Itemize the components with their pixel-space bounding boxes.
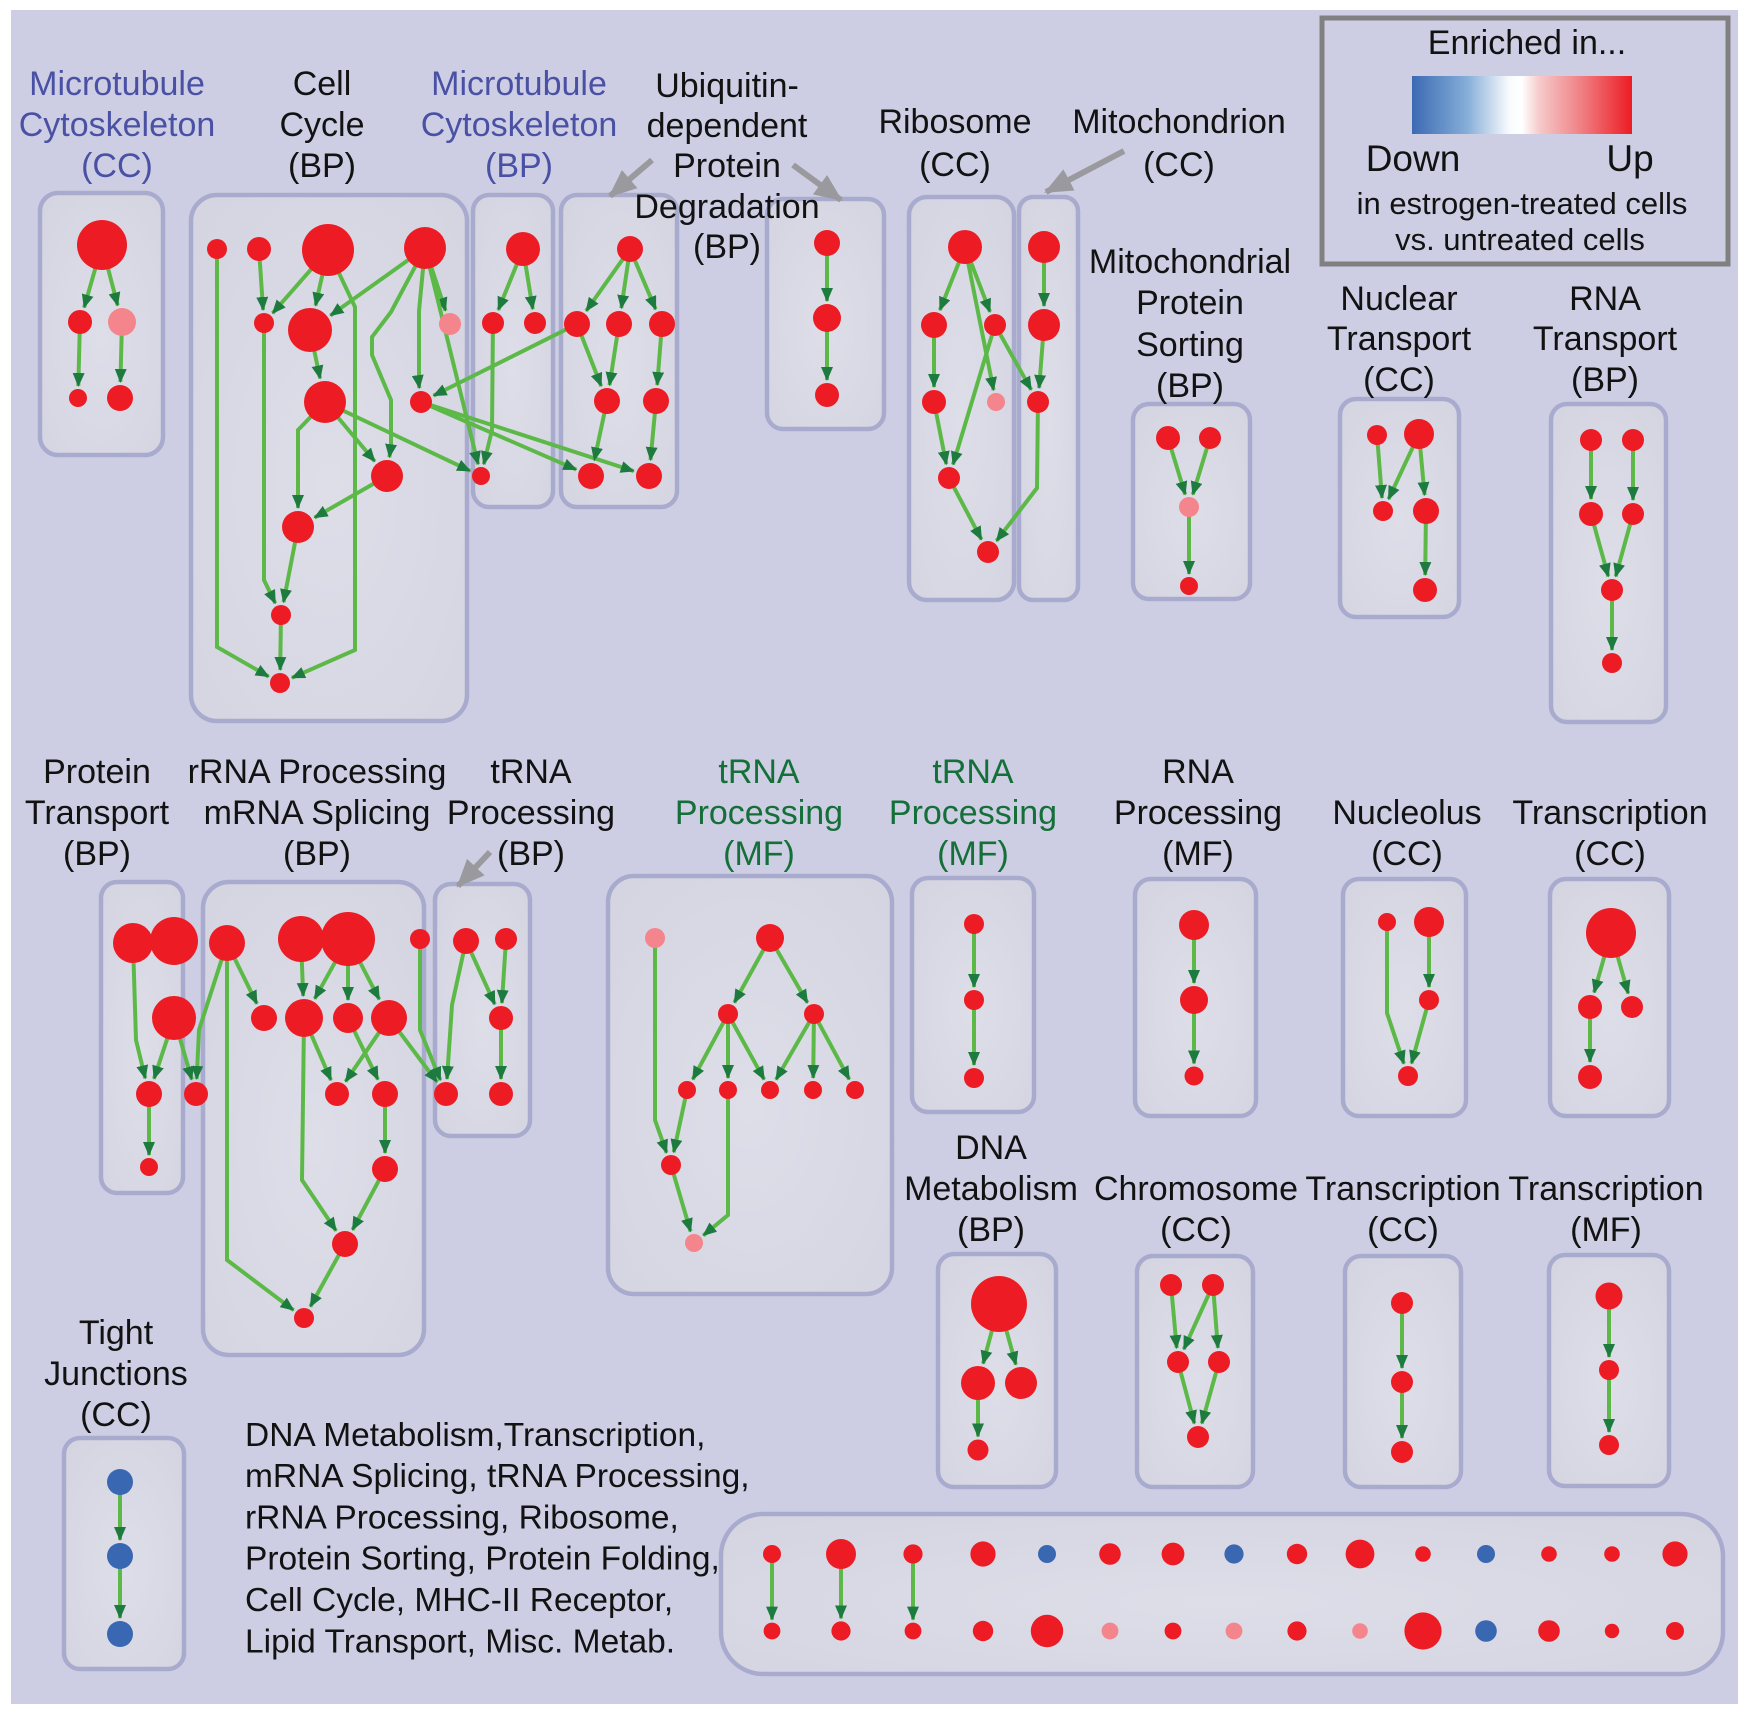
- svg-text:Ribosome: Ribosome: [878, 103, 1031, 141]
- svg-text:Mitochondrion: Mitochondrion: [1072, 103, 1286, 141]
- svg-text:(BP): (BP): [288, 147, 356, 185]
- svg-text:Transport: Transport: [1327, 320, 1472, 358]
- svg-text:Protein: Protein: [43, 753, 151, 791]
- svg-text:Transport: Transport: [1533, 320, 1678, 358]
- svg-text:Enriched in...: Enriched in...: [1428, 24, 1626, 62]
- svg-text:DNA: DNA: [955, 1129, 1027, 1167]
- svg-text:(CC): (CC): [1371, 835, 1443, 873]
- svg-text:(CC): (CC): [81, 147, 153, 185]
- svg-text:(BP): (BP): [1156, 367, 1224, 405]
- svg-text:(BP): (BP): [1571, 361, 1639, 399]
- svg-text:rRNA Processing, Ribosome,: rRNA Processing, Ribosome,: [245, 1499, 679, 1536]
- svg-text:Cell: Cell: [293, 65, 352, 103]
- svg-text:tRNA: tRNA: [490, 753, 572, 791]
- svg-text:Transcription: Transcription: [1305, 1170, 1500, 1208]
- svg-text:(BP): (BP): [957, 1211, 1025, 1249]
- svg-text:Junctions: Junctions: [44, 1355, 188, 1393]
- svg-text:Ubiquitin-: Ubiquitin-: [655, 67, 799, 105]
- svg-text:tRNA: tRNA: [718, 753, 800, 791]
- svg-text:Cell Cycle, MHC-II Receptor,: Cell Cycle, MHC-II Receptor,: [245, 1582, 673, 1619]
- svg-text:mRNA Splicing: mRNA Splicing: [204, 794, 431, 832]
- svg-text:(CC): (CC): [1367, 1211, 1439, 1249]
- svg-text:Sorting: Sorting: [1136, 326, 1244, 364]
- svg-text:Processing: Processing: [447, 794, 615, 832]
- svg-text:Cytoskeleton: Cytoskeleton: [19, 106, 216, 144]
- svg-text:(CC): (CC): [1160, 1211, 1232, 1249]
- svg-text:(MF): (MF): [1570, 1211, 1642, 1249]
- svg-text:Nucleolus: Nucleolus: [1332, 794, 1481, 832]
- svg-text:Processing: Processing: [1114, 794, 1282, 832]
- svg-text:Degradation: Degradation: [634, 188, 819, 226]
- svg-text:(CC): (CC): [1574, 835, 1646, 873]
- svg-text:Processing: Processing: [675, 794, 843, 832]
- svg-text:(BP): (BP): [485, 147, 553, 185]
- svg-text:Chromosome: Chromosome: [1094, 1170, 1298, 1208]
- svg-text:(BP): (BP): [497, 835, 565, 873]
- svg-text:Protein: Protein: [1136, 284, 1244, 322]
- svg-text:Metabolism: Metabolism: [904, 1170, 1078, 1208]
- svg-text:(MF): (MF): [723, 835, 795, 873]
- svg-text:Processing: Processing: [889, 794, 1057, 832]
- svg-text:Microtubule: Microtubule: [431, 65, 607, 103]
- svg-text:(CC): (CC): [1143, 146, 1215, 184]
- svg-text:RNA: RNA: [1162, 753, 1234, 791]
- svg-text:rRNA Processing: rRNA Processing: [188, 753, 447, 791]
- svg-text:(BP): (BP): [63, 835, 131, 873]
- svg-text:(CC): (CC): [80, 1396, 152, 1434]
- svg-text:vs. untreated cells: vs. untreated cells: [1395, 222, 1645, 257]
- svg-text:DNA Metabolism,Transcription,: DNA Metabolism,Transcription,: [245, 1417, 705, 1454]
- svg-text:Down: Down: [1366, 138, 1461, 179]
- svg-text:Cycle: Cycle: [279, 106, 364, 144]
- svg-text:Mitochondrial: Mitochondrial: [1089, 243, 1291, 281]
- svg-text:Protein: Protein: [673, 147, 781, 185]
- svg-text:Transcription: Transcription: [1508, 1170, 1703, 1208]
- svg-text:in estrogen-treated cells: in estrogen-treated cells: [1357, 186, 1688, 221]
- svg-text:Cytoskeleton: Cytoskeleton: [421, 106, 618, 144]
- svg-text:Transcription: Transcription: [1512, 794, 1707, 832]
- svg-text:(BP): (BP): [283, 835, 351, 873]
- svg-text:(CC): (CC): [919, 146, 991, 184]
- svg-text:Nuclear: Nuclear: [1340, 280, 1457, 318]
- svg-text:mRNA Splicing, tRNA Processing: mRNA Splicing, tRNA Processing,: [245, 1458, 750, 1495]
- svg-text:RNA: RNA: [1569, 280, 1641, 318]
- svg-text:Microtubule: Microtubule: [29, 65, 205, 103]
- svg-text:Tight: Tight: [79, 1314, 154, 1352]
- svg-text:Lipid Transport, Misc. Metab.: Lipid Transport, Misc. Metab.: [245, 1623, 675, 1660]
- svg-text:Transport: Transport: [25, 794, 170, 832]
- svg-text:(MF): (MF): [937, 835, 1009, 873]
- svg-text:(CC): (CC): [1363, 361, 1435, 399]
- svg-text:dependent: dependent: [647, 107, 808, 145]
- svg-text:tRNA: tRNA: [932, 753, 1014, 791]
- svg-text:(BP): (BP): [693, 228, 761, 266]
- svg-text:Protein Sorting, Protein Foldi: Protein Sorting, Protein Folding,: [245, 1541, 720, 1578]
- svg-text:Up: Up: [1606, 138, 1653, 179]
- svg-text:(MF): (MF): [1162, 835, 1234, 873]
